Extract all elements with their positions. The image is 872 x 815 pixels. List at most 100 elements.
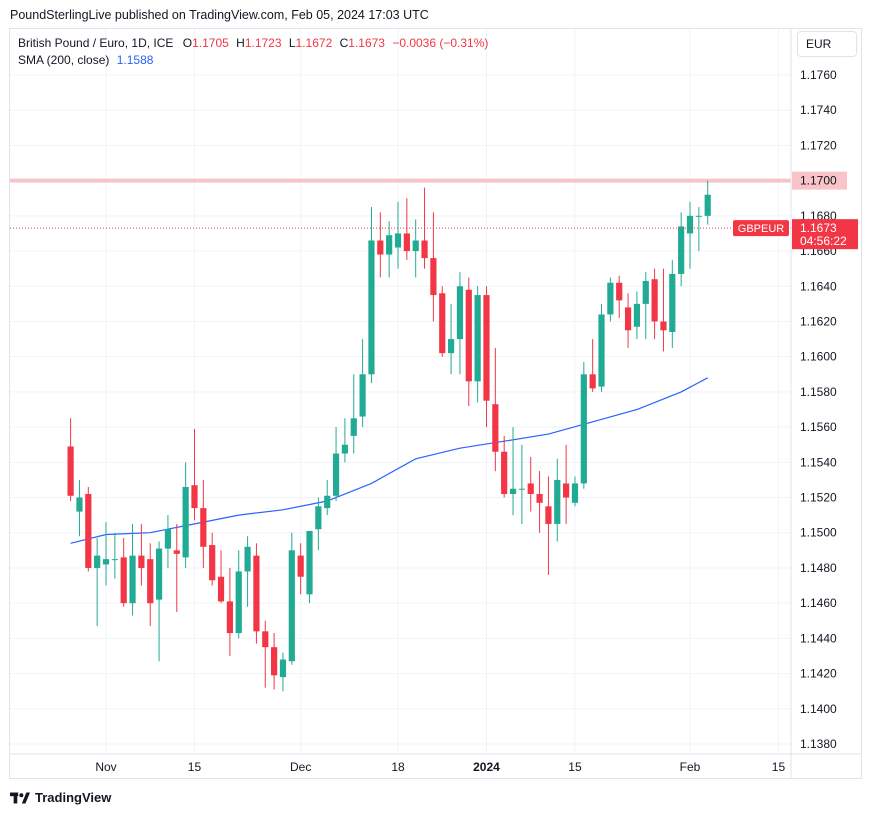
candle (465, 277, 472, 406)
candle (642, 272, 649, 340)
candle (474, 286, 481, 403)
candle (483, 286, 490, 428)
candle-body (412, 240, 419, 252)
candle-body (447, 339, 455, 354)
candle-body (368, 240, 375, 375)
candle-body (563, 483, 570, 498)
candle (147, 543, 154, 627)
candle (94, 538, 101, 627)
candle (518, 444, 525, 524)
candle (111, 532, 118, 579)
candle (182, 462, 189, 568)
candle (580, 361, 587, 489)
candle (501, 435, 508, 498)
tradingview-logo[interactable]: TradingView (10, 790, 111, 805)
candle (492, 347, 499, 472)
candle-body (173, 550, 180, 554)
candle-body (350, 418, 357, 436)
candle (191, 428, 198, 521)
candle-body (465, 289, 472, 382)
candle (633, 291, 641, 340)
candle (386, 221, 393, 278)
candle (536, 471, 543, 533)
candle-body (76, 497, 83, 512)
candle-body (501, 451, 508, 495)
candle (341, 418, 349, 463)
candle (563, 444, 570, 524)
candle (279, 652, 287, 692)
candle-body (386, 235, 393, 255)
price-tick-label: 1.1740 (800, 103, 837, 117)
legend: British Pound / Euro, 1D, ICE O1.1705 H1… (18, 35, 488, 69)
legend-symbol: British Pound / Euro, 1D, ICE (18, 36, 174, 50)
time-tick-label: Nov (95, 760, 116, 774)
legend-close-label: C (339, 36, 349, 50)
candle (244, 536, 251, 607)
currency-button[interactable]: EUR (797, 31, 857, 57)
legend-high-value: 1.1723 (244, 36, 282, 50)
candle-body (678, 226, 685, 274)
level-tag-bg (792, 171, 847, 190)
candle-body (394, 233, 402, 248)
candle (324, 479, 331, 516)
candle (102, 522, 110, 586)
price-tick-label: 1.1480 (800, 561, 837, 575)
legend-change: −0.0036 (−0.31%) (392, 36, 489, 50)
time-tick-label: 15 (772, 760, 786, 774)
candle (447, 303, 455, 375)
candle (350, 374, 357, 454)
candle-body (111, 559, 118, 561)
candle-body (253, 555, 260, 632)
price-tick-label: 1.1380 (800, 737, 837, 751)
candle-body (660, 321, 667, 331)
candle (704, 180, 711, 225)
legend-open-label: O (182, 36, 193, 50)
candle-body (182, 486, 189, 558)
candle-body (147, 559, 154, 604)
legend-open-value: 1.1705 (192, 36, 229, 50)
candle (545, 476, 552, 575)
candle (200, 479, 207, 568)
candle (394, 201, 402, 269)
candle-body (598, 314, 605, 387)
time-tick-label: Feb (680, 760, 701, 774)
price-tick-label: 1.1420 (800, 667, 837, 681)
publisher-line: PoundSterlingLive published on TradingVi… (10, 8, 429, 22)
candle (616, 275, 623, 318)
candle (217, 550, 225, 604)
candle-body (607, 282, 614, 315)
symbol-tag-label: GBPEUR (738, 223, 785, 235)
candle (589, 339, 596, 392)
candle-body (332, 453, 340, 496)
candle-body (297, 555, 304, 577)
candle (598, 303, 605, 392)
price-tick-label: 1.1640 (800, 279, 837, 293)
candle (695, 207, 702, 252)
price-tick-label: 1.1580 (800, 385, 837, 399)
candle (288, 532, 295, 665)
candle-body (492, 404, 499, 452)
price-tick-label: 1.1600 (800, 350, 837, 364)
candle (262, 620, 269, 688)
price-tick-label: 1.1500 (800, 526, 837, 540)
candle (368, 207, 375, 384)
candle-body (439, 293, 446, 354)
grid (10, 29, 791, 754)
candle-body (200, 508, 207, 547)
candle-body (94, 555, 101, 568)
candle (686, 201, 694, 269)
sma-line (70, 377, 708, 544)
candle-body (217, 576, 225, 602)
candle-body (704, 194, 711, 216)
candle (377, 212, 384, 278)
price-tick-label: 1.1760 (800, 68, 837, 82)
candle (509, 427, 517, 516)
candle (669, 259, 676, 348)
tradingview-brand: TradingView (35, 790, 112, 805)
candle (678, 212, 685, 287)
candle (164, 515, 172, 568)
candle (120, 538, 127, 607)
candle-body (288, 550, 295, 662)
price-tick-label: 1.1400 (800, 702, 837, 716)
